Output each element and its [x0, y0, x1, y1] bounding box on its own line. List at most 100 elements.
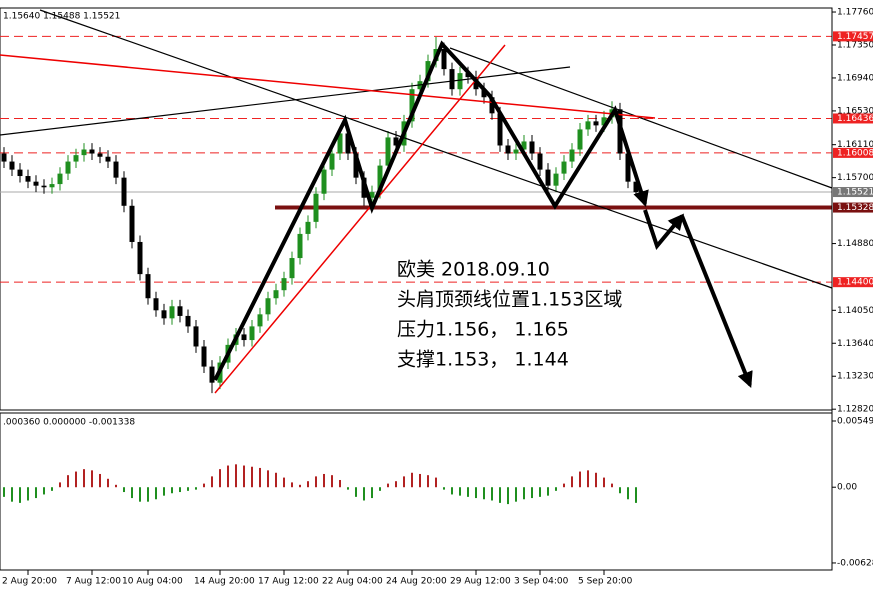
trend-line: [39, 9, 833, 289]
histogram-bar: [419, 473, 421, 488]
histogram-bar: [283, 477, 285, 488]
level-label: 1.16436: [837, 114, 873, 124]
histogram-bar: [179, 487, 181, 493]
candle-body: [97, 153, 103, 157]
candle-body: [17, 169, 23, 177]
histogram-bar: [3, 487, 5, 497]
x-tick-label: 29 Aug 12:00: [450, 577, 511, 587]
histogram-bar: [475, 487, 477, 499]
macd-header: .000360 0.000000 -0.001338: [3, 418, 135, 428]
histogram-bar: [155, 487, 157, 500]
candle-body: [633, 181, 639, 193]
trend-line: [449, 47, 833, 189]
x-tick-label: 3 Sep 04:00: [514, 577, 569, 587]
arrow-path: [213, 40, 649, 381]
histogram-bar: [523, 487, 525, 500]
candle-body: [529, 141, 535, 154]
candle-body: [601, 117, 607, 126]
x-tick-label: 22 Aug 04:00: [322, 577, 383, 587]
candle-body: [105, 156, 111, 162]
candle-body: [185, 315, 191, 327]
level-label-box: [833, 147, 873, 158]
candle-body: [57, 173, 63, 185]
histogram-bar: [243, 465, 245, 488]
arrow-path: [643, 209, 685, 251]
histogram-bar: [579, 471, 581, 488]
histogram-bar: [371, 487, 373, 499]
candle-body: [321, 169, 327, 194]
annotation: 欧美 2018.09.10: [397, 259, 550, 281]
histogram-bar: [195, 487, 197, 490]
candle-body: [153, 298, 159, 311]
histogram-bar: [611, 483, 613, 488]
candle-body: [329, 153, 335, 170]
candle-body: [465, 73, 471, 78]
histogram-bar: [443, 487, 445, 490]
histogram-bar: [123, 487, 125, 493]
y-tick-label: 1.12820: [837, 405, 873, 415]
candle-body: [265, 298, 271, 315]
x-tick-label: 17 Aug 12:00: [258, 577, 319, 587]
histogram-bar: [219, 469, 221, 488]
candle-body: [89, 149, 95, 154]
candle-body: [625, 153, 631, 182]
x-tick-label: 10 Aug 04:00: [122, 577, 183, 587]
histogram-bar: [427, 475, 429, 488]
trend-line: [214, 44, 506, 394]
trend-line: [0, 54, 656, 119]
histogram-bar: [395, 481, 397, 488]
level-label-box: [833, 202, 873, 213]
histogram-bar: [299, 484, 301, 488]
x-tick-label: 5 Sep 20:00: [578, 577, 633, 587]
candle-body: [585, 121, 591, 130]
candle-body: [545, 169, 551, 186]
level-label-box: [833, 31, 873, 42]
histogram-bar: [259, 467, 261, 488]
candle-body: [497, 113, 503, 146]
histogram-bar: [435, 477, 437, 488]
candle-body: [393, 137, 399, 146]
histogram-bar: [379, 487, 381, 491]
histogram-bar: [75, 471, 77, 488]
candle-body: [297, 233, 303, 259]
histogram-bar: [363, 487, 365, 501]
candle-body: [537, 153, 543, 170]
candle-body: [457, 73, 463, 90]
candle-body: [257, 314, 263, 327]
candle-body: [553, 173, 559, 186]
candle-body: [145, 274, 151, 299]
candle-body: [1, 153, 7, 162]
candle-body: [313, 193, 319, 222]
candle-body: [121, 177, 127, 206]
histogram-bar: [251, 466, 253, 488]
histogram-bar: [59, 482, 61, 488]
candle-body: [337, 133, 343, 154]
histogram-bar: [451, 487, 453, 495]
candle-body: [249, 326, 255, 341]
histogram-bar: [499, 487, 501, 503]
candle-body: [241, 334, 247, 341]
candle-body: [513, 149, 519, 154]
histogram-bar: [491, 487, 493, 501]
candle-body: [137, 241, 143, 275]
level-label: 1.14400: [837, 278, 873, 288]
histogram-bar: [547, 487, 549, 496]
arrow-path: [680, 215, 753, 388]
y-tick-label: -0.006285: [837, 558, 873, 568]
histogram-bar: [627, 487, 629, 500]
candle-body: [353, 153, 359, 178]
annotation: 支撑1.153， 1.144: [397, 349, 569, 371]
candle-body: [113, 161, 119, 178]
level-label: 1.16008: [837, 148, 873, 158]
histogram-bar: [411, 472, 413, 488]
histogram-bar: [387, 483, 389, 488]
candle-body: [481, 89, 487, 98]
histogram-bar: [67, 475, 69, 488]
histogram-bar: [51, 487, 53, 491]
histogram-bar: [467, 487, 469, 497]
y-tick-label: 1.16110: [837, 140, 873, 150]
histogram-bar: [331, 475, 333, 488]
histogram-bar: [619, 487, 621, 494]
